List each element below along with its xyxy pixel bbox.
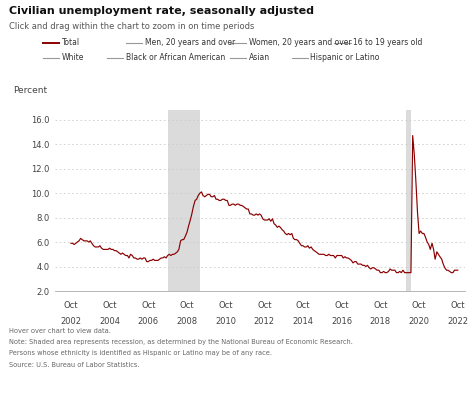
Text: Oct: Oct	[296, 301, 310, 310]
Text: Persons whose ethnicity is identified as Hispanic or Latino may be of any race.: Persons whose ethnicity is identified as…	[9, 350, 273, 357]
Text: Men, 20 years and over: Men, 20 years and over	[145, 38, 235, 47]
Text: Oct: Oct	[450, 301, 465, 310]
Text: Oct: Oct	[64, 301, 78, 310]
Text: Black or African American: Black or African American	[126, 53, 225, 62]
Text: Oct: Oct	[102, 301, 117, 310]
Text: Oct: Oct	[180, 301, 194, 310]
Text: White: White	[62, 53, 84, 62]
Text: Click and drag within the chart to zoom in on time periods: Click and drag within the chart to zoom …	[9, 22, 255, 31]
Text: 16 to 19 years old: 16 to 19 years old	[353, 38, 422, 47]
Text: 2012: 2012	[254, 317, 275, 326]
Text: 2002: 2002	[61, 317, 82, 326]
Text: Total: Total	[62, 38, 80, 47]
Text: Hover over chart to view data.: Hover over chart to view data.	[9, 328, 111, 334]
Text: Percent: Percent	[13, 86, 47, 95]
Text: Oct: Oct	[335, 301, 349, 310]
Text: 2020: 2020	[409, 317, 429, 326]
Text: 2006: 2006	[138, 317, 159, 326]
Text: Women, 20 years and over: Women, 20 years and over	[249, 38, 352, 47]
Bar	[168, 110, 200, 291]
Text: 2014: 2014	[292, 317, 313, 326]
Text: Source: U.S. Bureau of Labor Statistics.: Source: U.S. Bureau of Labor Statistics.	[9, 362, 140, 368]
Text: Asian: Asian	[249, 53, 270, 62]
Text: 2008: 2008	[176, 317, 198, 326]
Text: Oct: Oct	[412, 301, 426, 310]
Text: 2022: 2022	[447, 317, 468, 326]
Text: Oct: Oct	[257, 301, 272, 310]
Text: 2010: 2010	[215, 317, 236, 326]
Text: Oct: Oct	[219, 301, 233, 310]
Bar	[406, 110, 411, 291]
Text: Civilian unemployment rate, seasonally adjusted: Civilian unemployment rate, seasonally a…	[9, 6, 314, 16]
Text: 2004: 2004	[99, 317, 120, 326]
Text: 2018: 2018	[370, 317, 391, 326]
Text: Oct: Oct	[141, 301, 155, 310]
Text: 2016: 2016	[331, 317, 352, 326]
Text: Oct: Oct	[373, 301, 388, 310]
Text: Note: Shaded area represents recession, as determined by the National Bureau of : Note: Shaded area represents recession, …	[9, 339, 353, 345]
Text: Hispanic or Latino: Hispanic or Latino	[310, 53, 380, 62]
